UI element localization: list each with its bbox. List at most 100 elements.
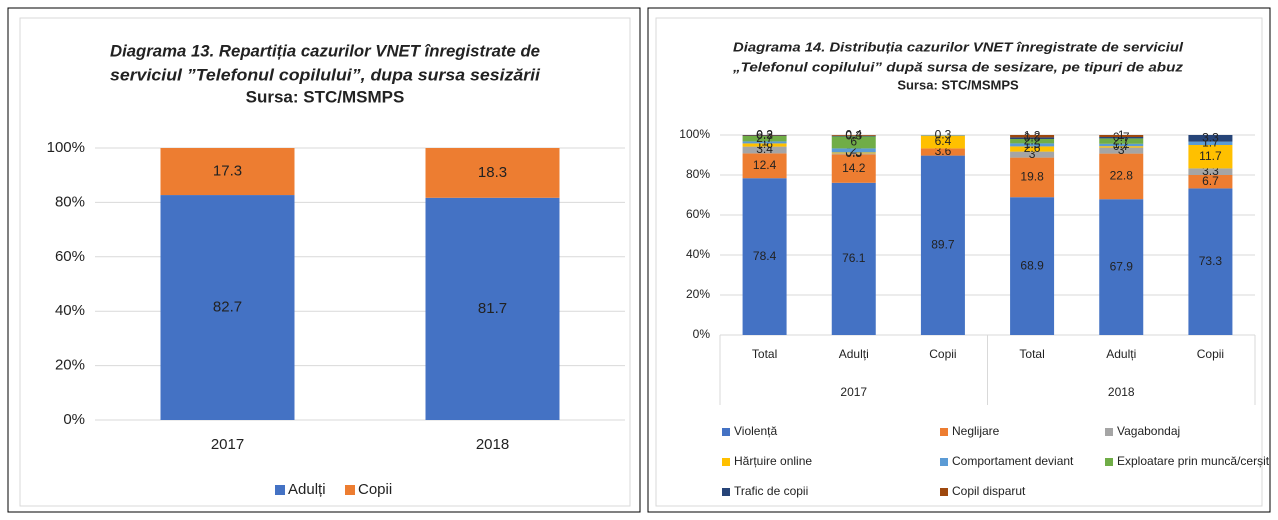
y-tick-label: 0% — [63, 411, 85, 428]
legend-label: Neglijare — [952, 424, 1000, 438]
data-label: 78.4 — [753, 249, 777, 263]
data-label: 3.3 — [1202, 130, 1219, 144]
data-label: 81.7 — [478, 300, 507, 317]
y-tick-label: 100% — [679, 127, 710, 141]
legend-swatch — [940, 488, 948, 496]
bar-segment — [742, 146, 787, 154]
legend-swatch — [275, 485, 285, 495]
bar-segment — [742, 153, 787, 179]
bar-segment — [425, 197, 560, 420]
data-label: 6.7 — [1202, 174, 1219, 188]
y-tick-label: 100% — [47, 139, 85, 156]
x-tick-label: Total — [752, 347, 777, 361]
x-tick-label: Total — [1019, 347, 1044, 361]
bar-segment — [1188, 188, 1233, 335]
bar-segment — [1099, 146, 1144, 148]
bar-segment — [1099, 137, 1144, 139]
group-label: 2018 — [1108, 385, 1135, 399]
y-tick-label: 60% — [686, 207, 710, 221]
bar-segment — [1188, 141, 1233, 145]
bar-segment — [920, 148, 965, 156]
bar-segment — [831, 154, 876, 183]
data-label: 11.7 — [1199, 149, 1222, 163]
data-label: 2.7 — [756, 131, 773, 145]
data-label: 67.9 — [1110, 259, 1134, 273]
bar-segment — [742, 141, 787, 144]
data-label: 18.3 — [478, 164, 507, 181]
legend-swatch — [940, 428, 948, 436]
legend-swatch — [1105, 428, 1113, 436]
bar-segment — [1099, 135, 1144, 137]
bar-segment — [1099, 147, 1144, 154]
right-chart-frame — [655, 17, 1263, 507]
bar-segment — [742, 178, 787, 335]
bar-segment — [1099, 143, 1144, 147]
bar-segment — [1099, 138, 1144, 144]
y-tick-label: 60% — [55, 248, 85, 265]
y-tick-label: 40% — [686, 247, 710, 261]
legend-swatch — [940, 458, 948, 466]
legend-label: Adulți — [288, 481, 326, 498]
bar-segment — [1010, 197, 1055, 335]
legend-label: Copii — [358, 481, 392, 498]
bar-segment — [1188, 145, 1233, 169]
data-label: 3 — [1118, 143, 1125, 157]
data-label: 14.2 — [842, 161, 866, 175]
bar-segment — [1010, 135, 1055, 138]
bar-segment — [742, 136, 787, 142]
chart-title: serviciul ”Telefonul copilului”, dupa su… — [110, 65, 541, 84]
data-label: 6 — [850, 135, 857, 149]
legend-label: Exploatare prin muncă/cerșit — [1117, 454, 1270, 468]
bar-segment — [831, 152, 876, 154]
bar-segment — [831, 135, 876, 137]
data-label: 19.8 — [1020, 170, 1044, 184]
data-label: 3 — [1029, 147, 1036, 161]
y-tick-label: 20% — [55, 357, 85, 374]
bar-segment — [1010, 139, 1055, 144]
chart-subtitle: Sursa: STC/MSMPS — [246, 87, 405, 106]
data-label: 6.4 — [935, 134, 952, 148]
data-label: 1 — [761, 135, 768, 149]
chart-title: „Telefonul copilului” după sursa de sesi… — [732, 59, 1184, 74]
data-label: 2 — [850, 143, 857, 157]
chart-subtitle: Sursa: STC/MSMPS — [897, 77, 1019, 92]
y-tick-label: 0% — [693, 327, 711, 341]
bar-segment — [1188, 135, 1233, 142]
legend-swatch — [722, 488, 730, 496]
bar-segment — [160, 195, 295, 420]
x-tick-label: 2017 — [211, 436, 244, 453]
group-label: 2017 — [840, 385, 867, 399]
y-tick-label: 80% — [686, 167, 710, 181]
data-label: 12.4 — [753, 158, 777, 172]
bar-segment — [1010, 137, 1055, 139]
x-tick-label: 2018 — [476, 436, 509, 453]
bar-segment — [742, 143, 787, 147]
x-tick-label: Adulți — [839, 347, 869, 361]
legend-label: Violență — [734, 424, 777, 438]
data-label: 0.3 — [756, 128, 773, 142]
x-tick-label: Adulți — [1106, 347, 1136, 361]
legend-label: Vagabondaj — [1117, 424, 1180, 438]
x-tick-label: Copii — [929, 347, 956, 361]
bar-segment — [1188, 168, 1233, 175]
legend-swatch — [345, 485, 355, 495]
data-label: 22.8 — [1110, 169, 1134, 183]
bar-segment — [920, 135, 965, 136]
bar-segment — [1010, 151, 1055, 158]
chart-title: Diagrama 13. Repartiția cazurilor VNET î… — [110, 41, 540, 60]
legend-label: Copil disparut — [952, 484, 1026, 498]
data-label: 1 — [1118, 128, 1125, 142]
bar-segment — [831, 153, 876, 155]
left-chart-frame — [19, 17, 631, 507]
legend-label: Hărțuire online — [734, 454, 812, 468]
y-tick-label: 20% — [686, 287, 710, 301]
bar-segment — [1188, 175, 1233, 189]
data-label: 68.9 — [1020, 258, 1044, 272]
bar-segment — [1010, 146, 1055, 152]
data-label: 76.1 — [842, 251, 866, 265]
bar-segment — [160, 148, 295, 196]
data-label: 89.7 — [931, 237, 955, 251]
x-tick-label: Copii — [1197, 347, 1224, 361]
bar-segment — [1099, 199, 1144, 335]
y-tick-label: 80% — [55, 193, 85, 210]
